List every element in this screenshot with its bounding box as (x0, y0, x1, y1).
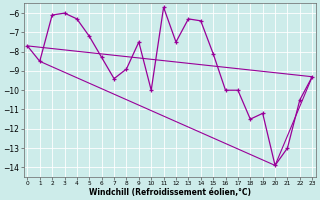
X-axis label: Windchill (Refroidissement éolien,°C): Windchill (Refroidissement éolien,°C) (89, 188, 251, 197)
